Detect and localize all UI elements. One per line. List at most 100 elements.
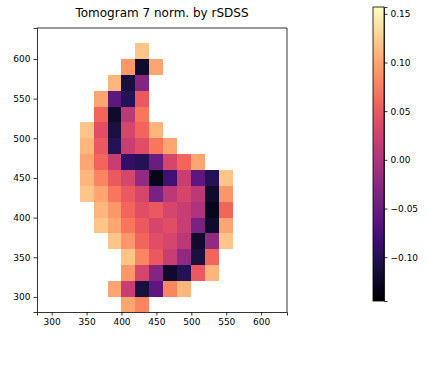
cell: [135, 43, 149, 59]
tick: 600: [13, 54, 37, 64]
tick: 350: [78, 312, 95, 327]
cell: [149, 202, 163, 218]
tick: 350: [13, 253, 37, 263]
tick-label: 400: [13, 213, 30, 223]
cell: [108, 202, 122, 218]
tick-mark: [34, 218, 38, 219]
cell: [205, 186, 219, 202]
cell: [205, 249, 219, 265]
tick-label: 550: [13, 94, 30, 104]
tick-mark: [226, 312, 227, 316]
cell: [163, 170, 177, 186]
tick-label: 600: [13, 54, 30, 64]
frame: [37, 28, 287, 29]
cell: [219, 202, 233, 218]
cell: [135, 202, 149, 218]
cell: [135, 281, 149, 297]
tick-mark: [52, 312, 53, 316]
cell: [163, 186, 177, 202]
frame: [287, 28, 288, 312]
cell: [149, 265, 163, 281]
cell: [108, 233, 122, 249]
cell: [108, 186, 122, 202]
cell: [108, 138, 122, 154]
cell: [191, 170, 205, 186]
cell: [94, 107, 108, 123]
cell: [94, 154, 108, 170]
cell: [80, 122, 94, 138]
cell: [219, 170, 233, 186]
tick-mark: [261, 312, 262, 316]
cell: [135, 186, 149, 202]
cell: [149, 138, 163, 154]
cell: [135, 265, 149, 281]
tick-mark: [34, 178, 38, 179]
tick-mark: [384, 111, 388, 112]
tick: 500: [13, 134, 37, 144]
colorbar: [373, 7, 384, 301]
tick-label: 0.15: [391, 9, 411, 19]
cell: [177, 186, 191, 202]
tick-label: 300: [13, 292, 30, 302]
tick-label: 500: [183, 317, 200, 327]
cell: [191, 233, 205, 249]
cell: [108, 154, 122, 170]
cell: [191, 186, 205, 202]
cell: [149, 218, 163, 234]
cell: [149, 249, 163, 265]
tick-label: 450: [148, 317, 165, 327]
tick: 400: [113, 312, 130, 327]
cell: [121, 91, 135, 107]
cell: [121, 265, 135, 281]
cell: [121, 202, 135, 218]
tick-mark: [384, 160, 388, 161]
tick-label: 0.00: [391, 155, 411, 165]
tick: 450: [13, 173, 37, 183]
colorbar-axis: −0.10 −0.05 0.00 0.05 0.10 0.15: [384, 8, 418, 302]
cell: [108, 107, 122, 123]
cell: [205, 233, 219, 249]
cell: [163, 138, 177, 154]
cell: [121, 281, 135, 297]
tick-label: 350: [13, 253, 30, 263]
cell: [108, 170, 122, 186]
cell: [94, 138, 108, 154]
tick: −0.10: [384, 253, 418, 263]
cell: [94, 170, 108, 186]
cell: [135, 154, 149, 170]
tick-mark: [384, 257, 388, 258]
cell: [94, 218, 108, 234]
tick-mark: [384, 62, 388, 63]
tick: 550: [13, 94, 37, 104]
cell: [149, 59, 163, 75]
cell: [135, 122, 149, 138]
cell: [205, 170, 219, 186]
cell: [191, 202, 205, 218]
tick-label: 0.10: [391, 58, 411, 68]
cell: [163, 281, 177, 297]
cell: [219, 186, 233, 202]
tick-label: −0.05: [391, 204, 419, 214]
tick: 300: [44, 312, 61, 327]
tick-label: 350: [78, 317, 95, 327]
cell: [121, 233, 135, 249]
cell: [163, 202, 177, 218]
cell: [80, 138, 94, 154]
axis-line: [385, 8, 388, 302]
tick: 300: [13, 292, 37, 302]
tick: 450: [148, 312, 165, 327]
tick: 400: [13, 213, 37, 223]
cell: [121, 59, 135, 75]
tick-mark: [156, 312, 157, 316]
tick-label: 600: [253, 317, 270, 327]
tick: 550: [218, 312, 235, 327]
cell: [94, 122, 108, 138]
cell: [135, 59, 149, 75]
tick-mark: [384, 14, 388, 15]
tick: 0.15: [384, 9, 411, 19]
cell: [149, 122, 163, 138]
cell: [80, 186, 94, 202]
cell: [205, 218, 219, 234]
tick: 0.05: [384, 107, 411, 117]
tick-mark: [34, 297, 38, 298]
